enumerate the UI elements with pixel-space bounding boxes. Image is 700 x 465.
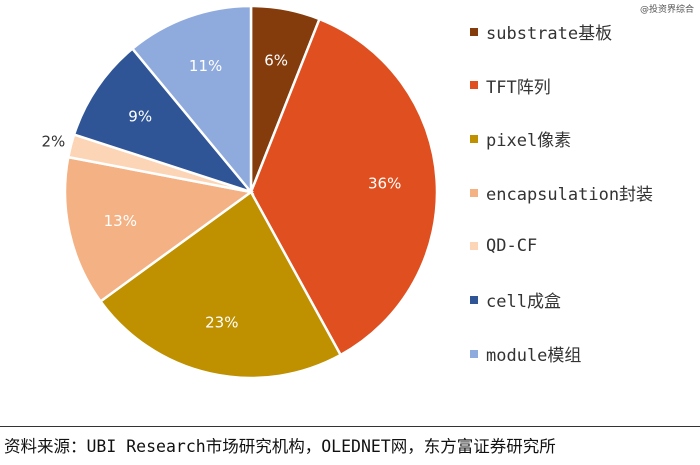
pie-slice-2 xyxy=(98,190,343,380)
slice-label-5: 9% xyxy=(128,108,152,126)
legend-swatch-1 xyxy=(470,81,478,90)
slice-label-0: 6% xyxy=(264,52,288,70)
legend-item-6: module模组 xyxy=(470,340,700,367)
pie-chart: 6% 36% 23% 13% 2% 9% 11% xyxy=(42,4,439,380)
slice-label-1: 36% xyxy=(368,175,401,193)
legend-item-5: cell成盒 xyxy=(470,286,700,313)
legend-label-6: module模组 xyxy=(486,346,582,367)
legend-label-0: substrate基板 xyxy=(486,24,613,44)
legend-swatch-5 xyxy=(470,295,478,304)
legend-swatch-3 xyxy=(470,188,478,197)
legend-swatch-2 xyxy=(470,134,478,143)
legend-label-5: cell成盒 xyxy=(486,292,561,313)
pie-slice-6 xyxy=(130,4,253,196)
slice-label-4: 2% xyxy=(42,132,66,150)
pie-slice-3 xyxy=(63,155,255,304)
source-divider xyxy=(0,426,700,427)
pie-slices xyxy=(63,4,439,380)
legend-item-4: QD-CF xyxy=(470,233,700,260)
legend: substrate基板 TFT阵列 pixel像素 encapsulation封装 QD… xyxy=(470,18,700,394)
legend-label-2: pixel像素 xyxy=(486,131,572,152)
legend-label-4: QD-CF xyxy=(486,236,538,257)
legend-item-1: TFT阵列 xyxy=(470,72,700,99)
pie-slice-1 xyxy=(249,17,439,357)
legend-swatch-4 xyxy=(470,242,478,251)
legend-item-0: substrate基板 xyxy=(470,18,700,45)
legend-label-1: TFT阵列 xyxy=(486,77,551,98)
slice-label-2: 23% xyxy=(205,314,238,332)
slice-label-3: 13% xyxy=(104,212,137,230)
watermark-text: @投资界综合 xyxy=(639,5,694,15)
pie-slice-5 xyxy=(72,46,255,195)
source-note: 资料来源：UBI Research市场研究机构，OLEDNET网，东方富证券研究… xyxy=(4,437,556,456)
pie-slice-labels: 6% 36% 23% 13% 2% 9% 11% xyxy=(42,52,402,332)
legend-swatch-6 xyxy=(470,349,478,358)
slice-label-6: 11% xyxy=(189,57,222,75)
legend-item-2: pixel像素 xyxy=(470,125,700,152)
legend-swatch-0 xyxy=(470,27,478,36)
legend-item-3: encapsulation封装 xyxy=(470,179,700,206)
legend-label-3: encapsulation封装 xyxy=(486,185,654,206)
